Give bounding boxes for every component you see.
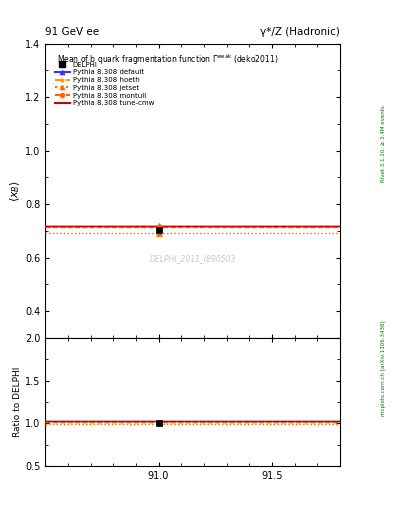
Text: 91 GeV ee: 91 GeV ee bbox=[45, 27, 99, 37]
Text: mcplots.cern.ch [arXiv:1306.3436]: mcplots.cern.ch [arXiv:1306.3436] bbox=[381, 321, 386, 416]
Y-axis label: $\langle x_B\rangle$: $\langle x_B\rangle$ bbox=[9, 180, 22, 202]
Text: Rivet 3.1.10, ≥ 3.4M events: Rivet 3.1.10, ≥ 3.4M events bbox=[381, 105, 386, 182]
Text: Mean of b quark fragmentation function $\Gamma^{\mathrm{weak}}$ (dekο2011): Mean of b quark fragmentation function $… bbox=[57, 52, 279, 67]
Y-axis label: Ratio to DELPHI: Ratio to DELPHI bbox=[13, 367, 22, 437]
Text: γ*/Z (Hadronic): γ*/Z (Hadronic) bbox=[260, 27, 340, 37]
Legend: DELPHI, Pythia 8.308 default, Pythia 8.308 hoeth, Pythia 8.308 jetset, Pythia 8.: DELPHI, Pythia 8.308 default, Pythia 8.3… bbox=[55, 62, 154, 106]
Text: DELPHI_2011_I890503: DELPHI_2011_I890503 bbox=[149, 254, 236, 263]
